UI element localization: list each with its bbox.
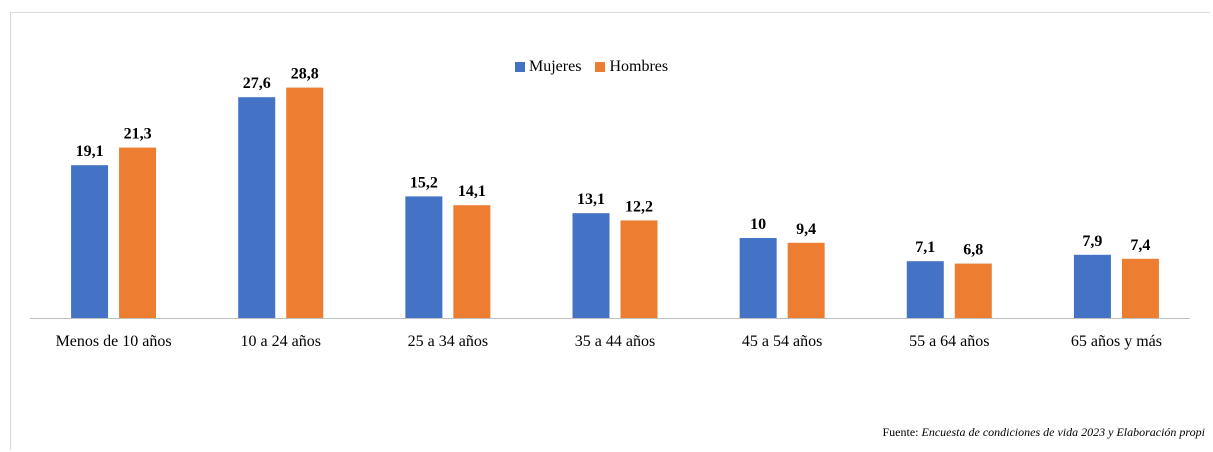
bar-mujeres-6 — [1073, 254, 1111, 318]
category-label-6: 65 años y más — [1071, 333, 1162, 350]
data-label-mujeres-3: 13,1 — [577, 191, 605, 208]
source-prefix: Fuente: — [882, 425, 922, 439]
category-label-3: 35 a 44 años — [575, 333, 655, 350]
data-label-hombres-1: 28,8 — [291, 66, 319, 83]
legend: Mujeres Hombres — [515, 58, 668, 76]
bar-hombres-1 — [286, 87, 324, 318]
bar-hombres-2 — [453, 205, 491, 318]
bar-hombres-3 — [620, 220, 658, 318]
data-label-mujeres-6: 7,9 — [1082, 233, 1102, 250]
legend-item-mujeres: Mujeres — [515, 58, 581, 76]
category-label-4: 45 a 54 años — [742, 333, 822, 350]
data-label-mujeres-2: 15,2 — [410, 174, 438, 191]
data-label-hombres-6: 7,4 — [1130, 237, 1150, 254]
data-label-mujeres-1: 27,6 — [243, 75, 271, 92]
legend-swatch-hombres — [595, 62, 606, 72]
legend-swatch-mujeres — [515, 62, 525, 72]
bar-hombres-4 — [787, 242, 825, 318]
bar-hombres-5 — [954, 263, 992, 318]
bar-mujeres-0 — [71, 165, 109, 318]
bar-mujeres-3 — [572, 213, 610, 318]
data-label-hombres-2: 14,1 — [458, 183, 486, 200]
legend-label-hombres: Hombres — [609, 58, 669, 75]
bar-mujeres-4 — [739, 238, 777, 318]
category-label-5: 55 a 64 años — [909, 333, 989, 350]
data-label-mujeres-4: 10 — [750, 216, 766, 233]
category-label-0: Menos de 10 años — [56, 333, 172, 350]
data-label-hombres-5: 6,8 — [963, 242, 983, 259]
source-text: Encuesta de condiciones de vida 2023 y E… — [921, 425, 1206, 439]
data-label-mujeres-5: 7,1 — [915, 239, 935, 256]
legend-item-hombres: Hombres — [595, 58, 668, 76]
bar-hombres-6 — [1121, 258, 1159, 318]
bar-hombres-0 — [119, 147, 157, 318]
data-label-hombres-4: 9,4 — [796, 221, 816, 238]
category-label-2: 25 a 34 años — [408, 333, 488, 350]
chart-frame — [10, 12, 1210, 450]
bar-mujeres-1 — [238, 97, 276, 318]
source-note: Fuente: Encuesta de condiciones de vida … — [883, 425, 1206, 440]
data-label-mujeres-0: 19,1 — [76, 143, 104, 160]
bar-mujeres-2 — [405, 196, 443, 318]
data-label-hombres-3: 12,2 — [625, 198, 653, 215]
data-label-hombres-0: 21,3 — [124, 126, 152, 143]
bar-mujeres-5 — [906, 261, 944, 318]
legend-label-mujeres: Mujeres — [529, 58, 582, 75]
category-label-1: 10 a 24 años — [240, 333, 320, 350]
